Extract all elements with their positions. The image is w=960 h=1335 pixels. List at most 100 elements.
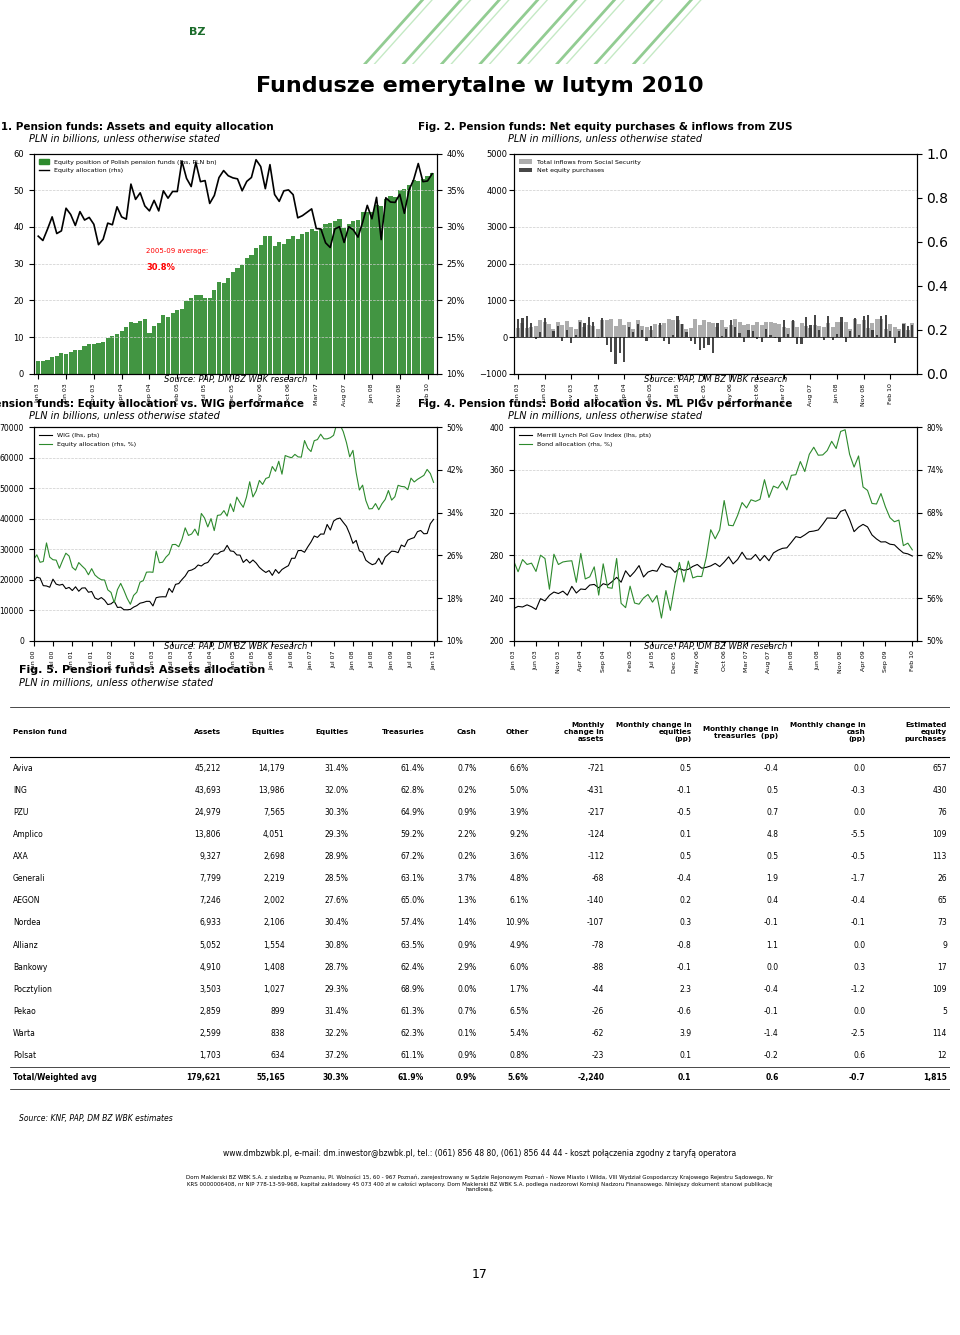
Text: 4.9%: 4.9% bbox=[510, 941, 529, 949]
Bar bbox=[645, 338, 648, 340]
Text: 657: 657 bbox=[932, 764, 947, 773]
Bar bbox=[291, 235, 296, 374]
Text: 0.7%: 0.7% bbox=[457, 764, 476, 773]
Text: Generali: Generali bbox=[13, 874, 45, 884]
Text: -112: -112 bbox=[588, 852, 604, 861]
Text: 0.1%: 0.1% bbox=[457, 1029, 476, 1037]
Text: 0.2%: 0.2% bbox=[457, 852, 476, 861]
Bar bbox=[152, 327, 156, 374]
Text: 61.4%: 61.4% bbox=[400, 764, 424, 773]
Text: 12: 12 bbox=[937, 1051, 947, 1060]
Bar bbox=[263, 236, 268, 374]
Text: -0.4: -0.4 bbox=[677, 874, 691, 884]
Text: -0.7: -0.7 bbox=[849, 1073, 866, 1083]
Bar bbox=[305, 232, 309, 374]
Text: Bankowy: Bankowy bbox=[13, 963, 47, 972]
Text: -2.5: -2.5 bbox=[851, 1029, 866, 1037]
Bar bbox=[822, 327, 826, 338]
Bar bbox=[738, 334, 741, 338]
Bar bbox=[676, 319, 680, 338]
Bar bbox=[379, 206, 383, 374]
Text: PLN in millions, unless otherwise stated: PLN in millions, unless otherwise stated bbox=[508, 411, 702, 422]
Bar bbox=[792, 320, 794, 338]
Bar bbox=[769, 322, 773, 338]
Text: 3.9: 3.9 bbox=[680, 1029, 691, 1037]
Bar bbox=[539, 320, 542, 338]
Text: WBK: WBK bbox=[250, 24, 290, 40]
Bar bbox=[529, 327, 534, 338]
Bar bbox=[715, 327, 719, 338]
Bar bbox=[361, 212, 365, 374]
Bar bbox=[530, 323, 533, 338]
Text: Source: PAP, DM BZ WBK research: Source: PAP, DM BZ WBK research bbox=[643, 375, 787, 383]
Text: 24,979: 24,979 bbox=[194, 808, 221, 817]
Text: 0.5: 0.5 bbox=[680, 852, 691, 861]
Text: Pekao: Pekao bbox=[13, 1007, 36, 1016]
Bar bbox=[831, 338, 833, 339]
Text: -0.6: -0.6 bbox=[677, 1007, 691, 1016]
Bar bbox=[840, 316, 843, 338]
Text: www.dmbzwbk.pl, e-mail: dm.inwestor@bzwbk.pl, tel.: (061) 856 48 80, (061) 856 4: www.dmbzwbk.pl, e-mail: dm.inwestor@bzwb… bbox=[224, 1149, 736, 1157]
Bar bbox=[906, 330, 910, 338]
Text: 9,327: 9,327 bbox=[200, 852, 221, 861]
Bar bbox=[556, 322, 560, 338]
WIG (lhs, pts) bbox=[379, 549, 391, 565]
Bar bbox=[78, 351, 82, 374]
Bar bbox=[725, 328, 728, 338]
Bar bbox=[101, 342, 106, 374]
Text: 61.9%: 61.9% bbox=[398, 1073, 424, 1083]
Text: 5.0%: 5.0% bbox=[510, 786, 529, 794]
Text: -0.2: -0.2 bbox=[764, 1051, 779, 1060]
Text: 31.4%: 31.4% bbox=[324, 1007, 348, 1016]
Bar bbox=[534, 326, 538, 338]
Bar bbox=[724, 327, 729, 338]
Bar bbox=[203, 298, 207, 374]
Text: Monthly
change in
assets: Monthly change in assets bbox=[564, 722, 604, 742]
Text: Monthly change in
treasuries  (pp): Monthly change in treasuries (pp) bbox=[703, 726, 779, 738]
Bar bbox=[628, 327, 630, 338]
Bar bbox=[64, 354, 68, 374]
Bar bbox=[844, 322, 848, 338]
Text: 3.7%: 3.7% bbox=[457, 874, 476, 884]
Bar bbox=[614, 338, 616, 364]
Bar bbox=[570, 338, 572, 343]
Bar bbox=[818, 330, 821, 338]
Text: -1.4: -1.4 bbox=[764, 1029, 779, 1037]
Text: 0.6: 0.6 bbox=[765, 1073, 779, 1083]
Text: 0.6: 0.6 bbox=[853, 1051, 866, 1060]
Bar bbox=[268, 236, 272, 374]
Legend: Equity position of Polish pension funds (lhs, PLN bn), Equity allocation (rhs): Equity position of Polish pension funds … bbox=[36, 156, 219, 176]
Text: 0.9%: 0.9% bbox=[457, 941, 476, 949]
Text: 838: 838 bbox=[271, 1029, 285, 1037]
Bar bbox=[55, 356, 59, 374]
Bar bbox=[516, 328, 520, 338]
Text: 0.1: 0.1 bbox=[680, 830, 691, 840]
Bar bbox=[817, 326, 822, 338]
Bar bbox=[729, 326, 732, 338]
Text: Cash: Cash bbox=[457, 729, 476, 736]
Bar bbox=[314, 231, 319, 374]
Text: -0.1: -0.1 bbox=[677, 963, 691, 972]
Bar bbox=[574, 335, 577, 338]
Bar bbox=[68, 351, 73, 374]
Text: PLN in billions, unless otherwise stated: PLN in billions, unless otherwise stated bbox=[30, 134, 220, 143]
Text: 2,599: 2,599 bbox=[200, 1029, 221, 1037]
Bar bbox=[40, 360, 45, 374]
Bar bbox=[644, 327, 649, 338]
Bar bbox=[623, 338, 626, 362]
Bar bbox=[663, 338, 665, 342]
Bar bbox=[300, 234, 304, 374]
Equity allocation (rhs, %) bbox=[408, 474, 420, 490]
Text: 10.9%: 10.9% bbox=[505, 918, 529, 928]
Bar bbox=[823, 338, 825, 339]
Text: 55,165: 55,165 bbox=[256, 1073, 285, 1083]
Text: -2,240: -2,240 bbox=[577, 1073, 604, 1083]
Bar bbox=[659, 323, 660, 338]
Text: 0.3: 0.3 bbox=[853, 963, 866, 972]
Text: -0.5: -0.5 bbox=[677, 808, 691, 817]
Text: Treasuries: Treasuries bbox=[381, 729, 424, 736]
Text: Equities: Equities bbox=[252, 729, 285, 736]
Text: Fig. 5. Pension funds: Assets allocation: Fig. 5. Pension funds: Assets allocation bbox=[19, 665, 266, 674]
Text: Allianz: Allianz bbox=[13, 941, 38, 949]
Bar bbox=[605, 320, 609, 338]
